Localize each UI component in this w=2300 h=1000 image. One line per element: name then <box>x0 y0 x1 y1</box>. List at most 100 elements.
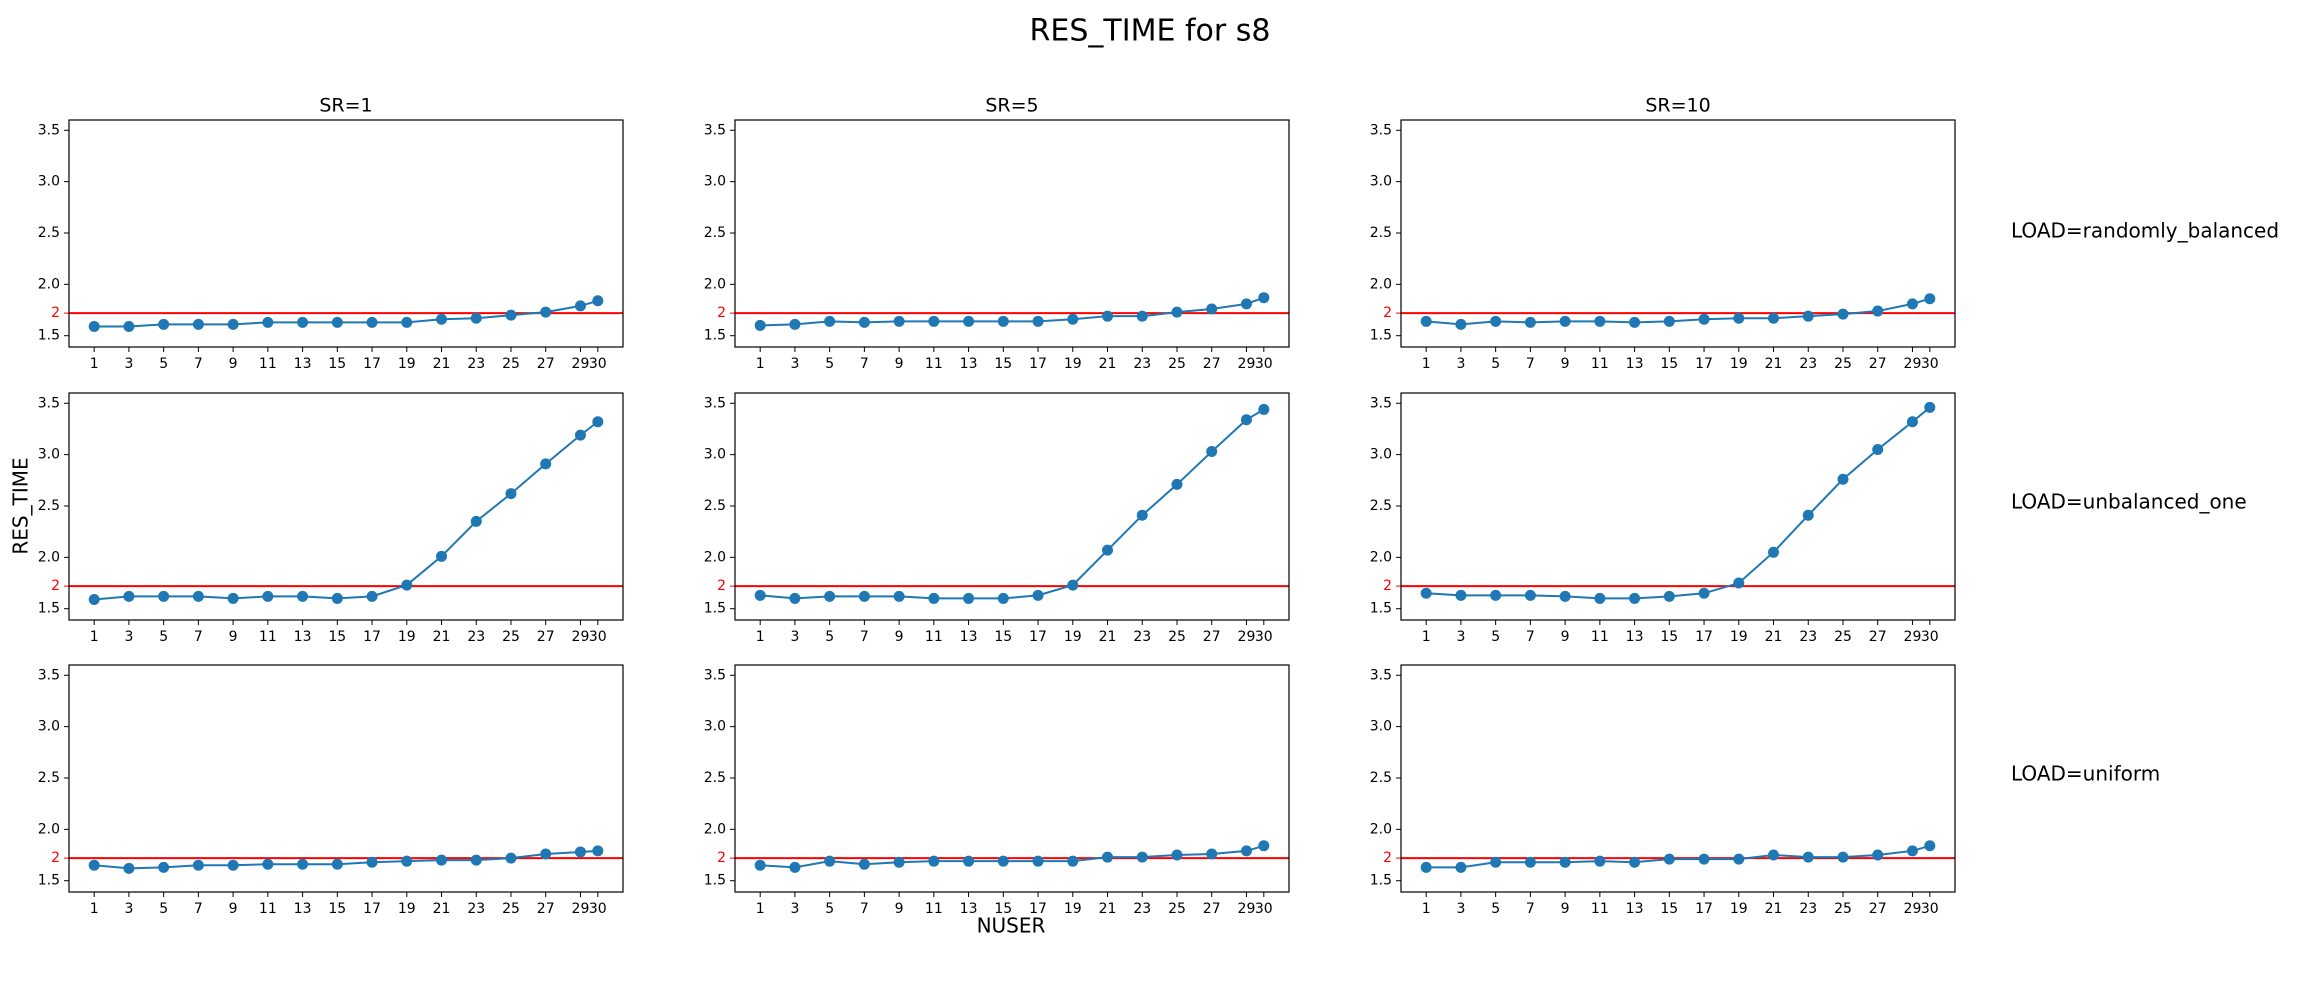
x-tick-label: 17 <box>1029 356 1047 372</box>
series-line <box>94 420 599 601</box>
data-point <box>893 590 905 602</box>
data-point <box>123 862 135 874</box>
data-point <box>1206 848 1218 860</box>
data-point <box>158 318 170 330</box>
x-tick-label: 25 <box>502 356 520 372</box>
y-tick-label: 2.0 <box>704 549 726 565</box>
x-tick-label: 15 <box>994 629 1012 645</box>
x-tick-label: 25 <box>1834 901 1852 917</box>
data-point <box>824 315 836 327</box>
y-tick-label: 3.0 <box>704 174 726 190</box>
x-tick-label: 3 <box>124 356 133 372</box>
data-point <box>297 316 309 328</box>
data-point <box>1032 855 1044 867</box>
threshold-label: 2 <box>717 305 726 321</box>
x-tick-label: 5 <box>1491 901 1500 917</box>
x-tick-label: 15 <box>994 901 1012 917</box>
data-point <box>123 320 135 332</box>
data-point <box>1768 312 1780 324</box>
data-point <box>1559 315 1571 327</box>
threshold-label: 2 <box>51 305 60 321</box>
x-tick-label: 5 <box>825 356 834 372</box>
data-point <box>436 550 448 562</box>
data-point <box>1524 316 1536 328</box>
y-tick-label: 2.0 <box>1370 821 1392 837</box>
x-tick-label: 1 <box>90 356 99 372</box>
y-tick-label: 1.5 <box>1370 601 1392 617</box>
threshold-label: 2 <box>1383 578 1392 594</box>
data-point <box>88 859 100 871</box>
x-tick-label: 7 <box>860 901 869 917</box>
y-tick-label: 2.0 <box>38 821 60 837</box>
row-label: LOAD=uniform <box>2011 762 2160 786</box>
data-point <box>1490 856 1502 868</box>
data-point <box>824 855 836 867</box>
axes-frame <box>68 392 624 621</box>
data-point <box>1768 546 1780 558</box>
data-point <box>436 854 448 866</box>
x-tick-label: 23 <box>467 356 485 372</box>
x-tick-label: 19 <box>1064 356 1082 372</box>
data-point <box>1733 577 1745 589</box>
data-point <box>1258 840 1270 852</box>
data-point <box>1206 446 1218 458</box>
data-point <box>789 592 801 604</box>
y-tick-label: 1.5 <box>38 601 60 617</box>
data-point <box>1559 590 1571 602</box>
subplot-title: SR=10 <box>1645 95 1710 117</box>
x-tick-label: 27 <box>1203 629 1221 645</box>
x-tick-label: 30 <box>1255 901 1273 917</box>
x-tick-label: 23 <box>1799 356 1817 372</box>
axes-frame <box>734 664 1290 893</box>
series-line <box>760 844 1265 869</box>
x-tick-label: 3 <box>790 901 799 917</box>
data-point <box>1733 312 1745 324</box>
threshold-label: 2 <box>1383 850 1392 866</box>
data-point <box>1067 855 1079 867</box>
x-tick-label: 5 <box>825 629 834 645</box>
x-tick-label: 3 <box>124 901 133 917</box>
x-tick-label: 1 <box>1422 901 1431 917</box>
x-tick-label: 21 <box>433 629 451 645</box>
x-tick-label: 7 <box>194 901 203 917</box>
x-tick-label: 3 <box>1456 356 1465 372</box>
y-tick-label: 2.5 <box>38 225 60 241</box>
data-point <box>1420 587 1432 599</box>
data-point <box>789 861 801 873</box>
data-point <box>470 854 482 866</box>
x-tick-label: 30 <box>1255 629 1273 645</box>
data-point <box>1698 853 1710 865</box>
data-point <box>1906 298 1918 310</box>
x-tick-label: 19 <box>398 356 416 372</box>
data-point <box>574 846 586 858</box>
x-tick-label: 29 <box>1904 629 1922 645</box>
data-point <box>1102 851 1114 863</box>
x-tick-label: 17 <box>1029 629 1047 645</box>
x-tick-label: 17 <box>1695 629 1713 645</box>
x-tick-label: 1 <box>90 901 99 917</box>
data-point <box>1102 544 1114 556</box>
x-tick-label: 9 <box>895 629 904 645</box>
y-tick-label: 1.5 <box>1370 328 1392 344</box>
y-tick-label: 1.5 <box>38 873 60 889</box>
x-tick-label: 5 <box>1491 629 1500 645</box>
data-point <box>1136 851 1148 863</box>
x-tick-label: 7 <box>860 629 869 645</box>
x-tick-label: 29 <box>572 901 590 917</box>
x-tick-label: 17 <box>1695 356 1713 372</box>
data-point <box>1206 303 1218 315</box>
threshold-label: 2 <box>51 578 60 594</box>
data-point <box>401 855 413 867</box>
x-tick-label: 29 <box>1904 356 1922 372</box>
threshold-label: 2 <box>51 850 60 866</box>
x-tick-label: 23 <box>1133 629 1151 645</box>
data-point <box>1455 589 1467 601</box>
data-point <box>1663 853 1675 865</box>
data-point <box>262 590 274 602</box>
y-tick-label: 3.0 <box>38 174 60 190</box>
data-point <box>1629 856 1641 868</box>
x-axis-label: NUSER <box>977 914 1046 938</box>
x-tick-label: 13 <box>294 356 312 372</box>
data-point <box>1594 592 1606 604</box>
x-tick-label: 5 <box>159 629 168 645</box>
